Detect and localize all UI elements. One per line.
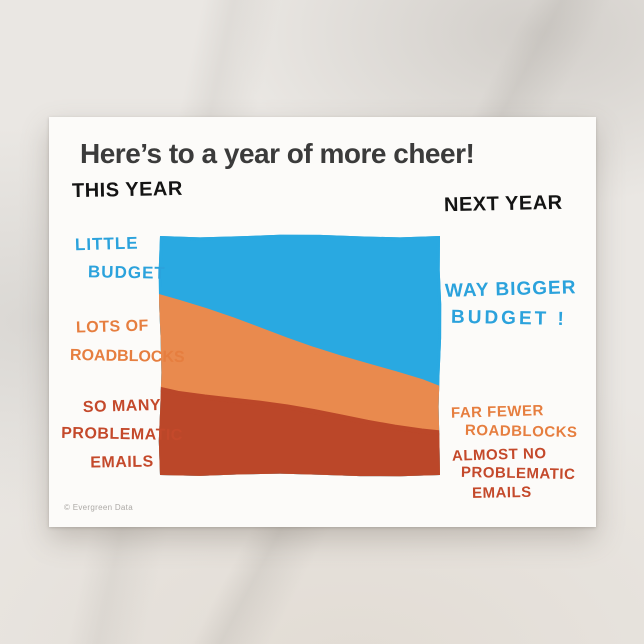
annotation-little-budget: LITTLE BUDGET <box>75 229 166 287</box>
annotation-line: SO MANY <box>82 396 162 417</box>
copyright-credit: © Evergreen Data <box>64 503 133 512</box>
annotation-line: PROBLEMATIC <box>61 424 183 445</box>
annotation-line: EMAILS <box>90 453 154 472</box>
annotation-almost-no-problematic-emails: ALMOST NO PROBLEMATIC EMAILS <box>452 445 576 502</box>
stacked-area-chart <box>158 234 442 477</box>
annotation-line: ROADBLOCKS <box>69 346 185 367</box>
annotation-line: BUDGET ! <box>450 306 568 331</box>
postcard: Here’s to a year of more cheer! THIS YEA… <box>49 117 596 527</box>
annotation-line: LOTS OF <box>75 317 150 337</box>
axis-label-this-year: THIS YEAR <box>71 177 184 203</box>
annotation-so-many-problematic-emails: SO MANY PROBLEMATIC EMAILS <box>59 393 185 477</box>
annotation-line: BUDGET <box>87 262 166 283</box>
annotation-line: ROADBLOCKS <box>464 421 578 442</box>
page-title: Here’s to a year of more cheer! <box>80 138 475 169</box>
annotation-line: EMAILS <box>471 483 532 502</box>
axis-label-next-year: NEXT YEAR <box>443 191 563 217</box>
annotation-line: LITTLE <box>74 233 139 255</box>
annotation-line: PROBLEMATIC <box>460 463 576 484</box>
annotation-far-fewer-roadblocks: FAR FEWER ROADBLOCKS <box>451 402 578 442</box>
annotation-lots-of-roadblocks: LOTS OF ROADBLOCKS <box>70 312 185 372</box>
annotation-line: WAY BIGGER <box>444 277 577 302</box>
annotation-way-bigger-budget: WAY BIGGER BUDGET ! <box>444 275 577 333</box>
